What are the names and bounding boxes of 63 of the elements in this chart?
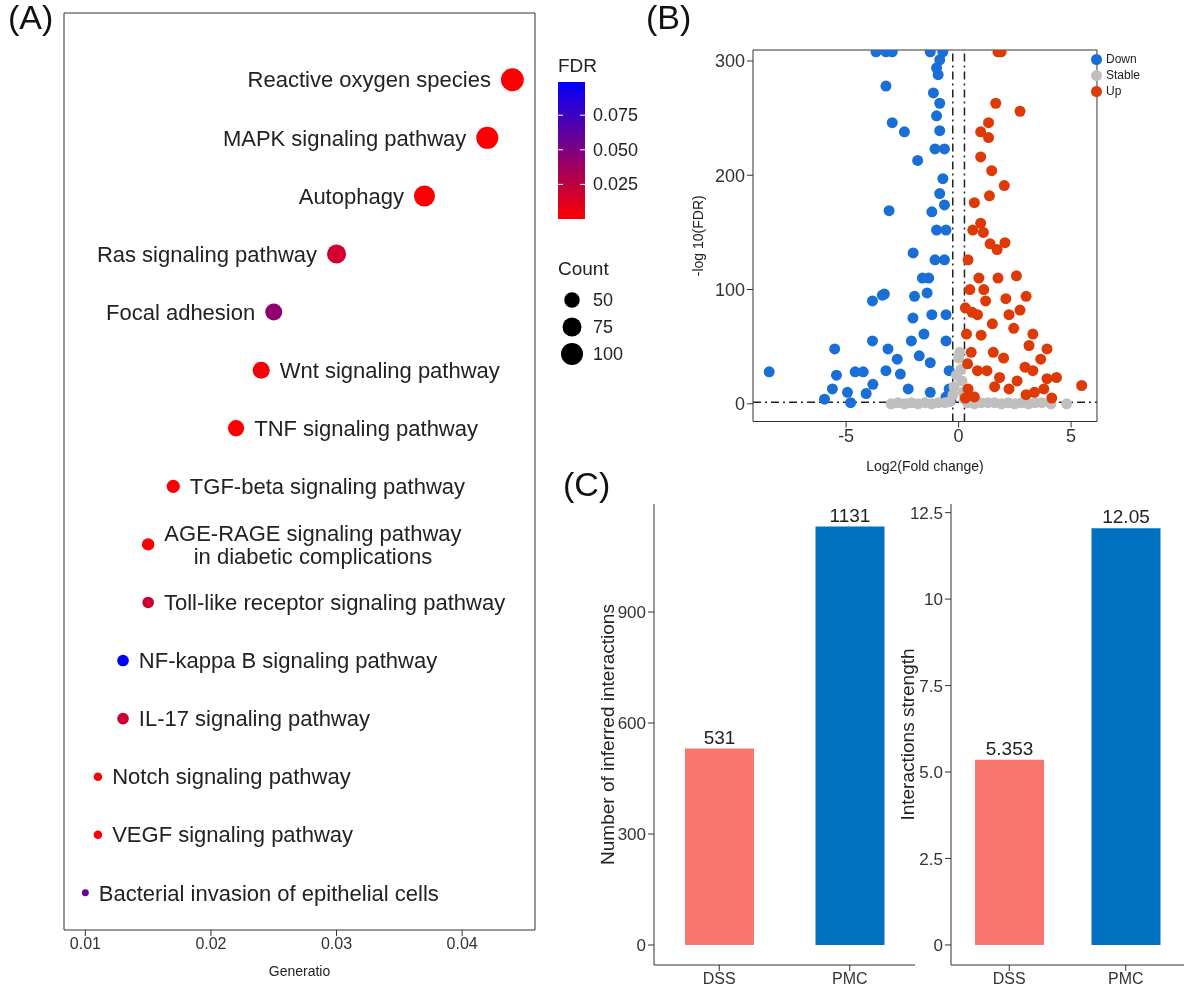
y-tick-label: 10 (924, 590, 943, 610)
color-bar-label: 0.075 (593, 105, 639, 126)
category-label: AGE-RAGE signaling pathway in diabetic complications (164, 520, 462, 569)
x-tick-label: -5 (838, 426, 855, 447)
y-tick-label: 5.0 (919, 763, 943, 783)
x-tick-label: DSS (992, 970, 1026, 988)
data-label: 531 (703, 726, 736, 748)
y-tick-label: 300 (617, 825, 646, 845)
legend-title: Count (558, 258, 610, 279)
category-label: Bacterial invasion of epithelial cells (98, 880, 439, 906)
legend-label: Down (1105, 52, 1137, 66)
y-axis-title: Interactions strength (896, 648, 918, 821)
point (956, 375, 968, 387)
category-label: NF-kappa B signaling pathway (138, 648, 438, 674)
legend-label: 75 (593, 317, 614, 337)
x-tick-label: 0.04 (446, 935, 478, 953)
y-tick-label: 0 (734, 394, 745, 415)
y-tick-label: 600 (617, 714, 646, 734)
legend-label: 100 (593, 344, 624, 364)
legend-label: Stable (1105, 68, 1140, 82)
y-tick-label: 100 (714, 279, 745, 300)
x-tick-label: 0 (953, 426, 964, 447)
x-tick-label: PMC (1107, 970, 1144, 988)
y-tick-label: 900 (617, 603, 646, 623)
data-label: 5.353 (985, 737, 1034, 759)
x-tick-label: 0.03 (320, 935, 353, 953)
x-tick-label: DSS (702, 970, 736, 988)
x-tick-label: PMC (831, 970, 868, 988)
y-tick-label: 12.5 (909, 503, 943, 523)
x-axis-title: Generatio (268, 963, 331, 979)
y-tick-label: 2.5 (919, 849, 943, 869)
category-label: VEGF signaling pathway (112, 822, 354, 848)
y-tick-label: 300 (714, 51, 745, 72)
category-label: TGF-beta signaling pathway (189, 474, 466, 500)
category-label: Notch signaling pathway (112, 764, 351, 790)
data-label: 12.05 (1102, 506, 1150, 528)
category-label: Toll-like receptor signaling pathway (163, 590, 506, 616)
x-axis-title: Log2(Fold change) (866, 458, 984, 474)
y-axis-title: Number of inferred interactions (596, 604, 618, 865)
category-label: Autophagy (298, 183, 404, 209)
legend-label: 50 (593, 290, 614, 310)
x-tick-label: 0.02 (195, 935, 227, 953)
chart-title: (B) (646, 0, 692, 37)
x-tick-label: 5 (1066, 426, 1077, 447)
color-bar-label: 0.050 (593, 139, 639, 160)
legend-label: Up (1105, 84, 1122, 98)
y-axis-title: -log 10(FDR) (689, 195, 706, 277)
data-label: 1131 (829, 504, 871, 526)
chart-title: (A) (8, 0, 54, 37)
chart-title: (C) (563, 465, 611, 504)
y-tick-label: 200 (714, 165, 745, 186)
y-tick-label: 7.5 (919, 676, 943, 696)
point (1061, 398, 1073, 410)
color-bar-title: FDR (558, 55, 598, 76)
category-label: Ras signaling pathway (96, 241, 318, 267)
category-label: Focal adhesion (106, 299, 256, 325)
x-tick-label: 0.01 (69, 935, 102, 953)
category-label: Wnt signaling pathway (279, 357, 500, 383)
category-label: MAPK signaling pathway (222, 125, 467, 151)
category-label: IL-17 signaling pathway (138, 706, 371, 732)
category-label: Reactive oxygen species (247, 67, 491, 93)
category-label: TNF signaling pathway (254, 415, 479, 441)
color-bar-label: 0.025 (593, 174, 639, 195)
